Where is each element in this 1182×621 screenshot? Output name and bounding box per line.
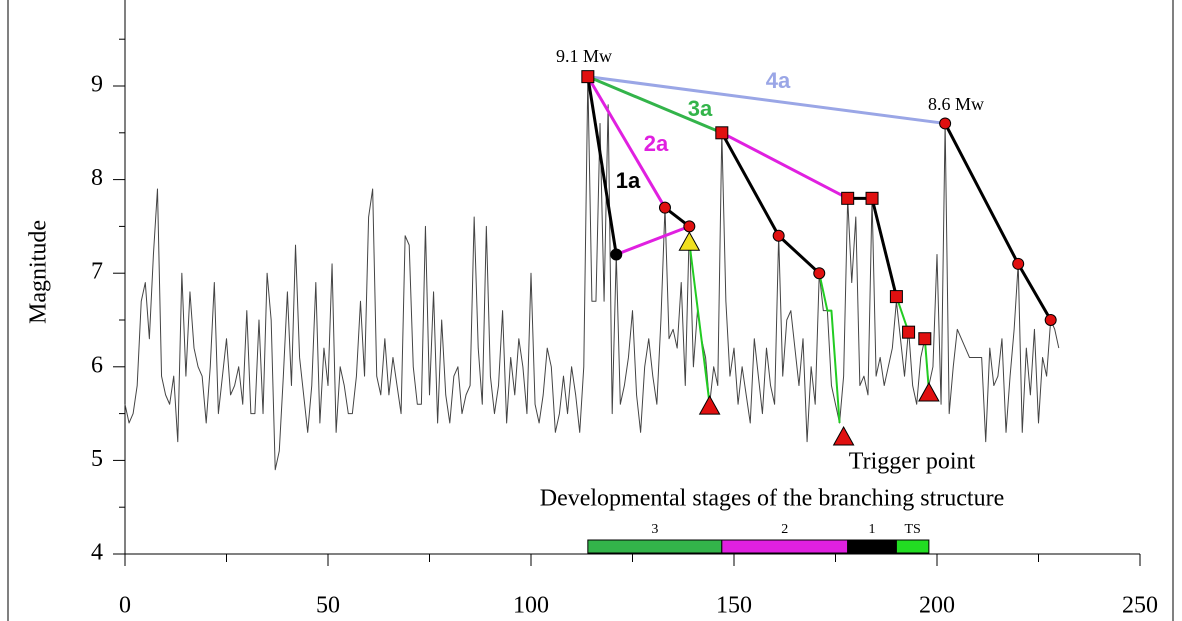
- branch-line: [586, 75, 667, 209]
- y-tick-label: 5: [91, 446, 103, 472]
- data-line: [124, 76, 1060, 471]
- y-tick-label: 4: [91, 540, 103, 566]
- marker-triangle: [918, 381, 940, 402]
- y-tick-label: 8: [91, 165, 103, 191]
- y-tick-label: 10: [79, 0, 103, 4]
- x-tick-label: 100: [513, 593, 549, 619]
- branch-label: 4a: [766, 68, 791, 93]
- x-tick-label: 50: [316, 593, 340, 619]
- marker-circle: [939, 117, 952, 130]
- marker-square: [841, 191, 855, 205]
- stage-bar: [721, 539, 849, 554]
- branch-line: [688, 242, 711, 405]
- stage-label: 2: [781, 522, 788, 537]
- marker-circle: [772, 229, 785, 242]
- branch-label: 1a: [616, 168, 641, 193]
- annotation: Trigger point: [849, 449, 976, 475]
- marker-square: [865, 191, 879, 205]
- branch-line: [587, 75, 946, 125]
- branch-line: [923, 338, 930, 391]
- marker-circle: [1044, 314, 1057, 326]
- marker-triangle: [698, 395, 721, 415]
- marker-circle: [1012, 257, 1025, 270]
- marker-triangle: [832, 425, 855, 446]
- branch-line: [818, 272, 841, 424]
- marker-circle: [683, 220, 696, 233]
- x-tick-label: 0: [119, 593, 131, 619]
- branch-line: [587, 75, 723, 135]
- y-tick-label: 6: [91, 352, 103, 378]
- annotation: 9.1 Mw: [556, 46, 612, 66]
- marker-square: [715, 126, 729, 140]
- branch-line: [721, 131, 849, 200]
- branch-label: 3a: [688, 96, 713, 121]
- marker-square: [902, 325, 916, 339]
- stage-bar: [895, 539, 930, 554]
- marker-circle: [610, 248, 623, 261]
- y-axis-label: Magnitude: [26, 220, 52, 324]
- branch-label: 2a: [644, 131, 669, 156]
- marker-square: [918, 332, 932, 346]
- stage-label: TS: [904, 522, 920, 537]
- y-tick-label: 7: [91, 259, 103, 285]
- x-tick-label: 200: [919, 593, 955, 619]
- stage-label: 3: [651, 522, 658, 537]
- annotation: 8.6 Mw: [928, 94, 984, 114]
- branch-line: [586, 76, 618, 255]
- marker-circle: [658, 201, 671, 214]
- branch-line: [720, 132, 821, 275]
- x-tick-label: 250: [1122, 593, 1158, 619]
- stage-label: 1: [869, 522, 876, 537]
- marker-circle: [813, 267, 826, 280]
- stage-bar: [847, 539, 897, 554]
- annotation: Developmental stages of the branching st…: [540, 486, 1005, 512]
- x-tick-label: 150: [716, 593, 752, 619]
- branch-line: [943, 122, 1052, 321]
- marker-square: [581, 70, 595, 84]
- stage-bar: [587, 539, 723, 554]
- marker-triangle: [678, 231, 701, 251]
- branch-line: [615, 224, 690, 256]
- marker-square: [889, 290, 903, 304]
- y-tick-label: 9: [91, 72, 103, 98]
